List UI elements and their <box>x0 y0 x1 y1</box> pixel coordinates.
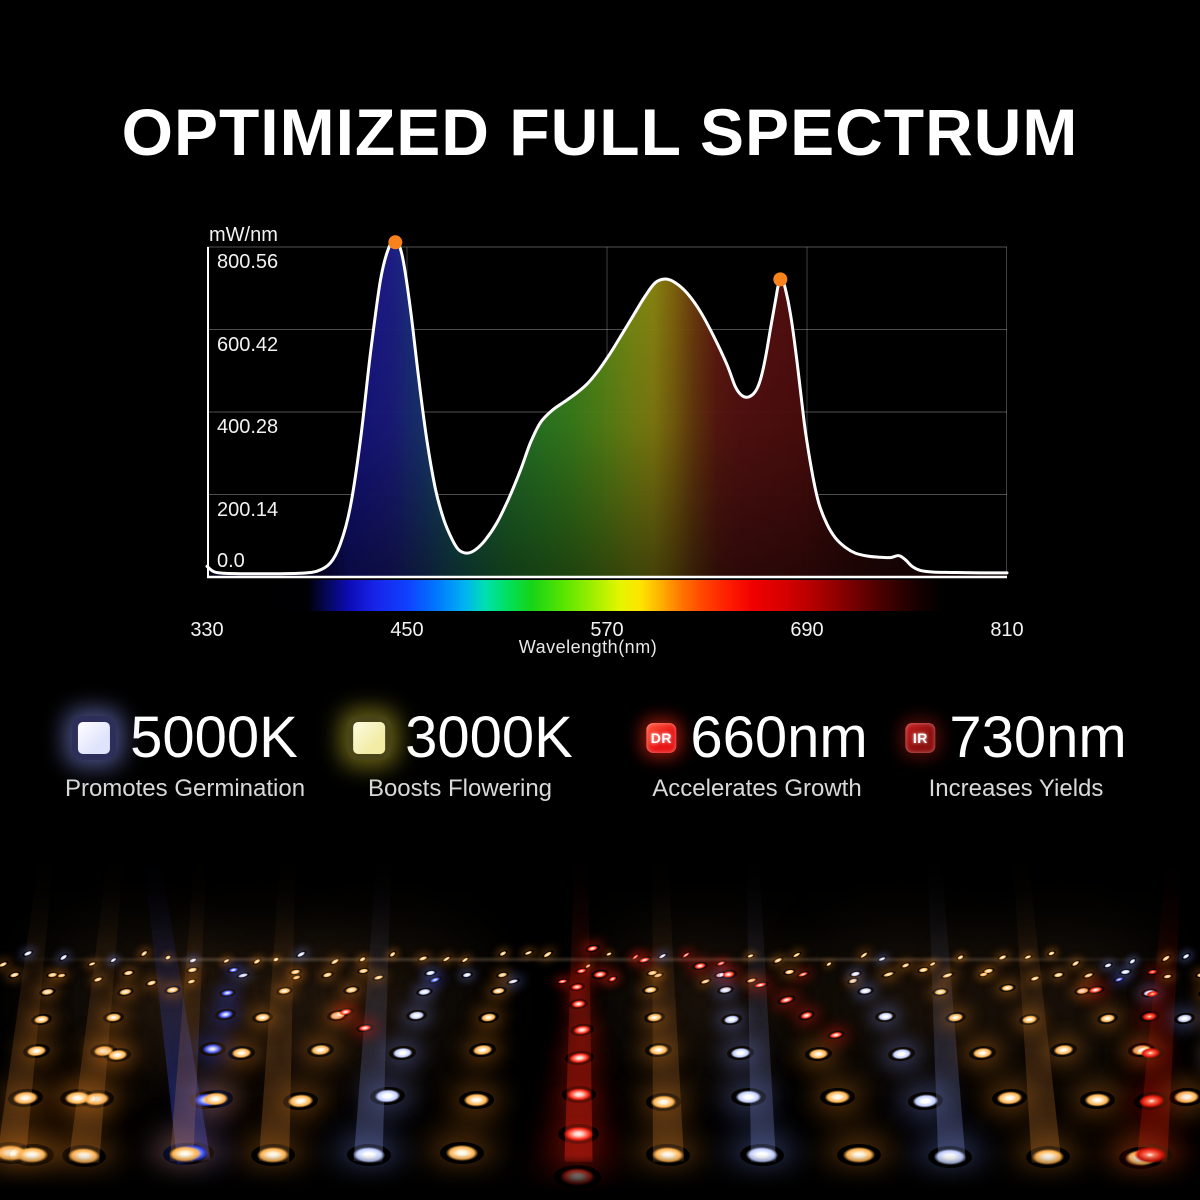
horizon-glow <box>0 958 1200 961</box>
y-axis-unit-label: mW/nm <box>209 224 278 246</box>
led-chip-icon <box>72 716 117 760</box>
legend-item-730nm: IR 730nm Increases Yields <box>905 705 1127 803</box>
y-tick-label: 200.14 <box>217 498 279 521</box>
legend-value: 730nm <box>949 705 1127 770</box>
x-tick-label: 690 <box>790 619 824 641</box>
spectrum-color-bar <box>207 580 1007 611</box>
legend-item-header: IR 730nm <box>905 705 1127 770</box>
led-chip-icon: IR <box>905 723 936 753</box>
led-dot <box>836 1143 882 1167</box>
legend-item-header: DR 660nm <box>646 705 868 770</box>
led-dot <box>1168 1087 1200 1107</box>
led-dot <box>9 1143 55 1167</box>
spectrum-line <box>205 240 1009 576</box>
led-chip-label: IR <box>912 730 928 746</box>
spectrum-area-shade <box>207 241 1007 577</box>
led-dot <box>646 1092 682 1111</box>
led-dot <box>554 1164 602 1189</box>
led-dot <box>927 1145 972 1169</box>
y-tick-label: 600.42 <box>217 333 279 356</box>
x-axis-label: Wavelength(nm) <box>518 637 658 657</box>
y-tick-label: 400.28 <box>217 416 279 438</box>
led-dot <box>739 1143 785 1167</box>
peak-marker <box>773 272 788 287</box>
legend-description: Accelerates Growth <box>652 775 862 802</box>
led-dot <box>819 1087 856 1107</box>
led-dot <box>645 1143 691 1168</box>
led-dot <box>346 1144 392 1167</box>
y-tick-label: 0.0 <box>217 550 245 572</box>
led-dot <box>522 949 535 957</box>
led-dot <box>731 1087 767 1106</box>
legend-item-5000k: 5000K Promotes Germination <box>64 705 306 803</box>
legend-item-header: 5000K <box>72 705 298 770</box>
led-dot <box>1025 1145 1071 1169</box>
led-dot <box>458 1090 494 1109</box>
x-tick-label: 330 <box>190 619 224 641</box>
led-chip-icon <box>347 716 392 760</box>
legend-description: Promotes Germination <box>64 775 306 802</box>
legend-item-3000k: 3000K Boosts Flowering <box>347 705 573 803</box>
led-chip-icon: DR <box>646 723 677 753</box>
legend-value: 3000K <box>405 705 573 770</box>
legend-item-header: 3000K <box>347 705 573 770</box>
led-chip-inner <box>353 722 386 754</box>
peak-marker <box>388 235 403 250</box>
led-panel-photo <box>0 828 1200 1200</box>
led-chip-label: DR <box>650 730 672 746</box>
led-dot <box>250 1143 296 1167</box>
page-title: OPTIMIZED FULL SPECTRUM <box>121 95 1079 169</box>
led-dot <box>558 1123 599 1145</box>
led-dot <box>439 1142 485 1165</box>
legend-description: Increases Yields <box>928 775 1104 802</box>
x-tick-label: 810 <box>990 619 1024 641</box>
x-tick-label: 570 <box>590 619 624 641</box>
led-dot <box>162 1142 208 1167</box>
led-dot <box>1127 1143 1173 1167</box>
legend-value: 660nm <box>690 705 868 770</box>
legend-value: 5000K <box>130 705 298 770</box>
x-tick-label: 450 <box>390 619 424 641</box>
led-chip-inner <box>78 722 111 754</box>
legend-description: Boosts Flowering <box>367 775 553 802</box>
spectrum-chart: mW/nm 800.56 600.42 400.28 200.14 0.0 330 450… <box>190 222 1023 672</box>
spectrum-plot <box>205 235 1009 579</box>
legend-item-660nm: DR 660nm Accelerates Growth <box>646 705 868 803</box>
y-tick-label: 800.56 <box>217 251 279 273</box>
